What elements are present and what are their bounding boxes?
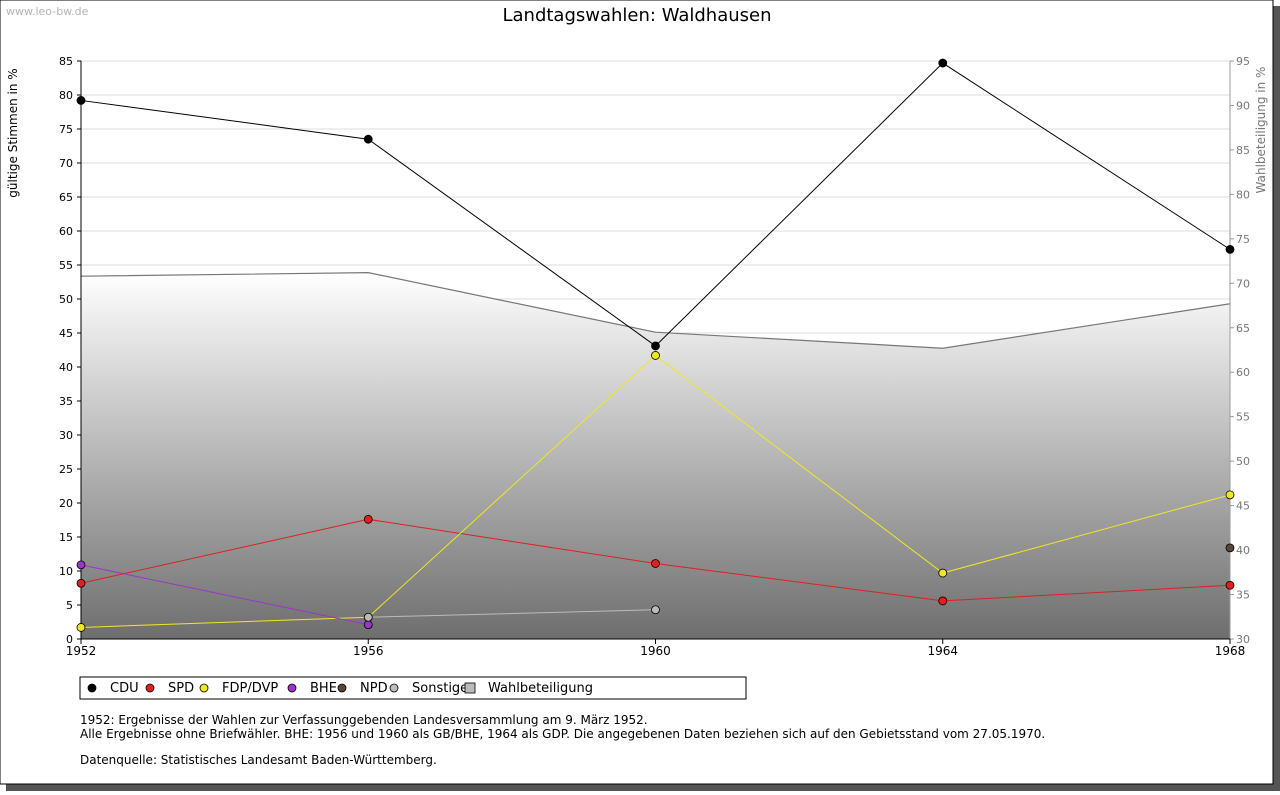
legend-marker [464, 682, 476, 694]
y-tick-label: 55 [59, 259, 73, 272]
data-point-cdu [76, 96, 86, 105]
data-point-npd [1225, 543, 1235, 553]
y2-tick-label: 75 [1236, 233, 1250, 246]
y-tick-label: 45 [59, 327, 73, 340]
y2-tick-label: 40 [1236, 544, 1250, 557]
y-axis-label: gültige Stimmen in % [6, 68, 20, 197]
data-point-cdu [1225, 244, 1235, 254]
y-tick-label: 80 [59, 89, 73, 102]
y2-tick-label: 80 [1236, 188, 1250, 201]
data-point-cdu [651, 341, 660, 351]
y-tick-label: 85 [59, 55, 73, 68]
legend-marker [287, 683, 297, 693]
y2-tick-label: 70 [1236, 277, 1250, 290]
y2-tick-label: 30 [1236, 633, 1250, 646]
data-point-spd [76, 578, 86, 588]
y2-tick-label: 85 [1236, 144, 1250, 157]
y-tick-label: 20 [59, 497, 73, 510]
y2-tick-label: 55 [1236, 411, 1250, 424]
data-point-spd [938, 596, 948, 606]
legend-marker [87, 683, 97, 693]
y-tick-label: 30 [59, 429, 73, 442]
legend-label: Wahlbeteiligung [488, 681, 593, 696]
y-tick-label: 10 [59, 565, 73, 578]
legend-marker [389, 683, 399, 693]
y-tick-label: 60 [59, 225, 73, 238]
y-tick-label: 0 [66, 633, 73, 646]
data-point-spd [363, 514, 373, 524]
data-point-fdpdvp [938, 568, 948, 578]
x-tick-label: 1968 [1215, 644, 1246, 658]
legend-label: FDP/DVP [222, 681, 278, 696]
turnout-line [80, 272, 1231, 349]
x-tick-label: 1964 [927, 644, 958, 658]
y-tick-label: 25 [59, 463, 73, 476]
y2-tick-label: 35 [1236, 589, 1250, 602]
y-tick-label: 40 [59, 361, 73, 374]
data-point-cdu [363, 134, 373, 144]
y2-tick-label: 60 [1236, 366, 1250, 379]
legend: CDU SPD FDP/DVP BHE NPD Sonstige Wahlbeteiligu… [87, 681, 593, 696]
legend-label: BHE [310, 681, 337, 696]
y-tick-label: 65 [59, 191, 73, 204]
data-point-cdu [938, 58, 948, 68]
y2-tick-label: 95 [1236, 55, 1250, 68]
x-tick-label: 1960 [640, 644, 671, 658]
y-tick-label: 70 [59, 157, 73, 170]
legend-box [79, 676, 747, 700]
note-source: Datenquelle: Statistisches Landesamt Bad… [80, 753, 437, 767]
x-tick-label: 1956 [353, 644, 384, 658]
data-point-fdpdvp [651, 351, 660, 360]
data-point-fdpdvp [76, 623, 86, 632]
legend-marker [145, 683, 155, 693]
data-point-bhe [76, 560, 86, 570]
x-tick-label: 1952 [66, 644, 97, 658]
y-tick-label: 5 [66, 599, 73, 612]
series-line-bhe [80, 564, 369, 626]
data-point-bhe [363, 620, 373, 630]
legend-marker [337, 683, 347, 693]
chart-title: Landtagswahlen: Waldhausen [502, 5, 771, 26]
legend-label: CDU [110, 681, 139, 696]
note-line-2: Alle Ergebnisse ohne Briefwähler. BHE: 1… [80, 727, 1045, 741]
data-point-spd [651, 559, 660, 568]
y2-tick-label: 45 [1236, 500, 1250, 513]
data-point-sonstige [363, 612, 373, 622]
y-tick-label: 35 [59, 395, 73, 408]
watermark: www.leo-bw.de [6, 5, 89, 18]
y2-tick-label: 50 [1236, 455, 1250, 468]
plot-area: 0 5 10 15 20 25 30 35 40 45 50 55 60 65 70 75 80 85 30 35 40… [59, 55, 1250, 658]
legend-label: Sonstige [412, 681, 468, 696]
legend-label: SPD [168, 681, 194, 696]
turnout-area [81, 272, 1230, 639]
legend-marker [199, 683, 209, 693]
note-line-1: 1952: Ergebnisse der Wahlen zur Verfassu… [80, 713, 648, 727]
y2-tick-label: 65 [1236, 322, 1250, 335]
series-line-sonstige [368, 609, 656, 618]
y-tick-label: 15 [59, 531, 73, 544]
data-point-fdpdvp [1225, 490, 1235, 500]
data-point-sonstige [651, 605, 660, 615]
y2-tick-label: 90 [1236, 99, 1250, 112]
legend-label: NPD [360, 681, 388, 696]
data-point-spd [1225, 580, 1235, 590]
y-tick-label: 75 [59, 123, 73, 136]
y-tick-label: 50 [59, 293, 73, 306]
y2-axis-label: Wahlbeteiligung in % [1254, 67, 1268, 194]
